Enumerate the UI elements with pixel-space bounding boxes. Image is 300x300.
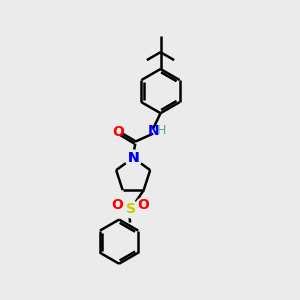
Text: O: O (112, 198, 124, 212)
Text: N: N (128, 151, 139, 165)
Text: H: H (157, 124, 166, 136)
Text: N: N (128, 151, 139, 165)
Text: S: S (126, 202, 136, 216)
Text: O: O (112, 125, 124, 139)
Text: N: N (147, 124, 159, 138)
Text: O: O (137, 198, 149, 212)
